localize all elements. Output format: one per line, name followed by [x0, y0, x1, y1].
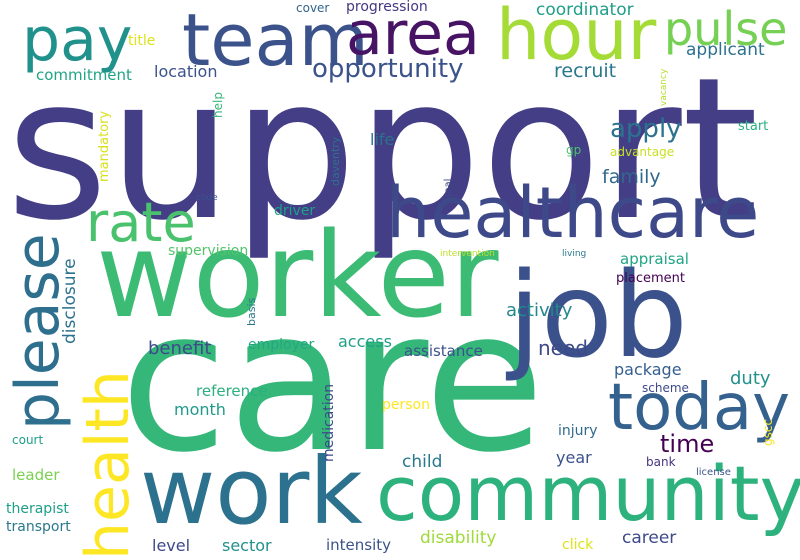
- word-healthcare: healthcare: [386, 172, 760, 254]
- word-need: need: [538, 336, 588, 360]
- word-supervision: supervision: [168, 243, 249, 259]
- word-family: family: [602, 166, 661, 188]
- word-benefit: benefit: [148, 338, 212, 359]
- word-commitment: commitment: [36, 66, 132, 84]
- word-disclosure: disclosure: [60, 258, 80, 344]
- word-reference: reference: [196, 382, 268, 400]
- word-duty: duty: [730, 368, 771, 389]
- word-appraisal: appraisal: [620, 250, 689, 268]
- word-activity: activity: [506, 300, 573, 321]
- word-injury: injury: [558, 423, 598, 439]
- word-support: support: [6, 36, 759, 264]
- word-placement: placement: [616, 271, 685, 286]
- word-therapist: therapist: [6, 501, 69, 517]
- word-gscc: gscc: [761, 418, 775, 446]
- word-career: career: [622, 528, 677, 548]
- word-hour: hour: [496, 0, 657, 76]
- word-applicant: applicant: [686, 40, 765, 60]
- word-daventry: daventry: [329, 136, 342, 186]
- word-vacancy: vacancy: [659, 68, 669, 106]
- word-month: month: [174, 400, 226, 419]
- word-start: start: [738, 119, 769, 134]
- word-intervention: intervention: [440, 249, 495, 259]
- word-health: health: [73, 370, 143, 560]
- word-medication: medication: [321, 383, 337, 462]
- word-area: area: [346, 0, 480, 69]
- word-license: license: [696, 467, 731, 478]
- word-apply: apply: [610, 114, 682, 144]
- word-advantage: advantage: [610, 145, 675, 159]
- word-please: please: [3, 233, 73, 430]
- word-opportunity: opportunity: [312, 54, 464, 84]
- word-community: community: [376, 449, 800, 538]
- word-coordinator: coordinator: [536, 0, 634, 20]
- word-level: level: [152, 536, 191, 555]
- word-location: location: [154, 62, 218, 81]
- word-court: court: [12, 433, 44, 447]
- word-life: life: [370, 130, 395, 149]
- word-click: click: [562, 537, 594, 553]
- word-cover: cover: [296, 1, 330, 15]
- word-transport: transport: [6, 519, 71, 535]
- word-mandatory: mandatory: [97, 110, 112, 182]
- word-pay: pay: [22, 5, 133, 75]
- word-driver: driver: [274, 203, 316, 219]
- word-assistance: assistance: [404, 342, 483, 360]
- word-access: access: [338, 332, 392, 351]
- word-pulse: pulse: [664, 2, 788, 56]
- word-person: person: [382, 397, 430, 413]
- word-code: code: [196, 193, 218, 203]
- word-help: help: [211, 92, 225, 118]
- word-sector: sector: [222, 536, 272, 555]
- word-work: work: [140, 438, 363, 545]
- word-living: living: [562, 249, 587, 259]
- word-recruit: recruit: [554, 60, 617, 82]
- word-job: job: [508, 246, 688, 384]
- word-team: team: [182, 0, 369, 82]
- word-today: today: [608, 371, 790, 445]
- word-rate: rate: [86, 191, 196, 254]
- word-child: child: [402, 452, 443, 472]
- word-scheme: scheme: [642, 381, 689, 395]
- word-disability: disability: [420, 528, 497, 548]
- word-gp: gp: [566, 143, 582, 157]
- word-intensity: intensity: [326, 536, 392, 554]
- word-goal: goal: [443, 178, 454, 200]
- word-worker: worker: [96, 206, 499, 344]
- word-progression: progression: [346, 0, 428, 15]
- word-leader: leader: [12, 466, 60, 484]
- word-care: care: [120, 268, 545, 496]
- word-time: time: [660, 430, 715, 458]
- word-year: year: [556, 448, 592, 467]
- word-bank: bank: [646, 455, 676, 469]
- word-package: package: [614, 360, 682, 379]
- word-employer: employer: [248, 337, 315, 353]
- word-basis: basis: [245, 297, 258, 326]
- word-title: title: [128, 33, 156, 49]
